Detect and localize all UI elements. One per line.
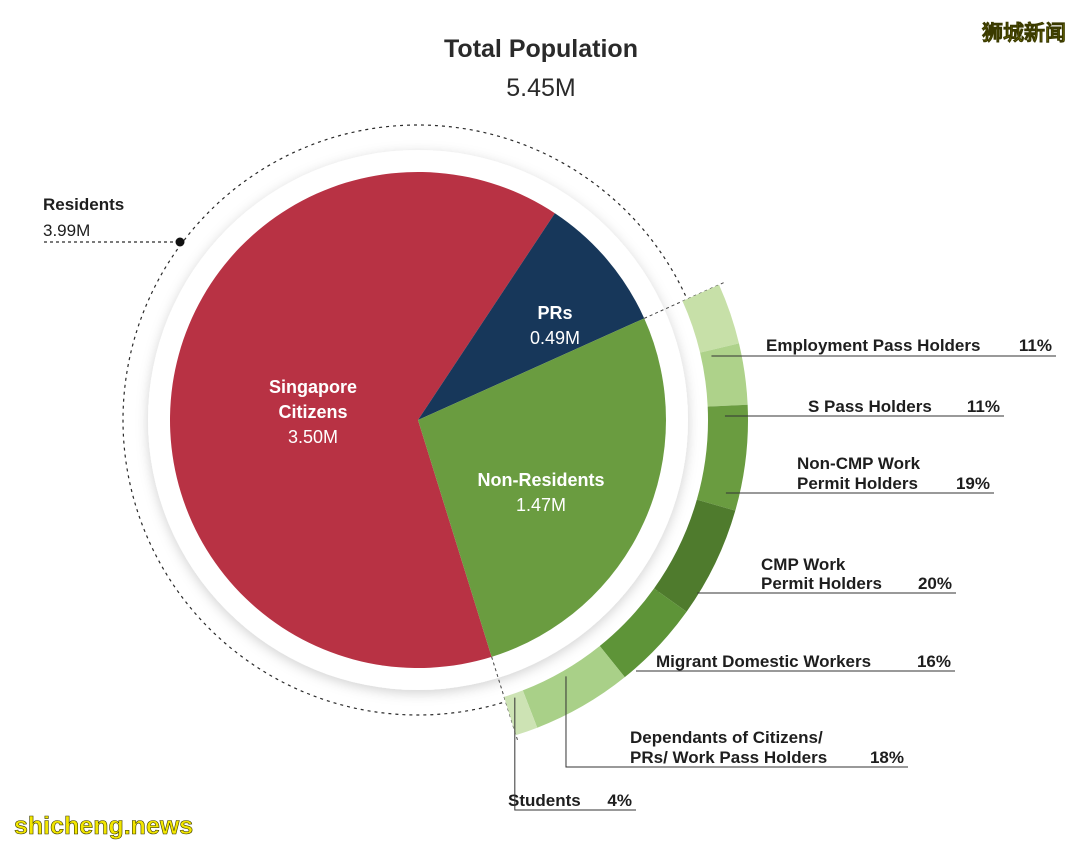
callout-label-cmp-work-permit-holders-line1: CMP Work xyxy=(761,555,846,574)
pie-slice-singapore-citizens xyxy=(169,171,555,668)
callout-pct-employment-pass-holders: 11% xyxy=(1019,336,1052,355)
callout-label-employment-pass-holders: Employment Pass Holders xyxy=(766,336,980,355)
callout-label-dependants-of-citizens-prs-work-pass-holders-line1: Dependants of Citizens/ xyxy=(630,728,823,747)
residents-callout-dot xyxy=(175,237,185,247)
callout-label-non-cmp-work-permit-holders-line1: Non-CMP Work xyxy=(797,454,921,473)
callout-label-s-pass-holders: S Pass Holders xyxy=(808,397,932,416)
slice-label-non-residents: Non-Residents xyxy=(477,470,604,490)
ring-segment-migrant-domestic-workers xyxy=(599,588,687,678)
callout-pct-students: 4% xyxy=(607,791,632,810)
ring-connector-line-2 xyxy=(491,656,519,742)
callout-label-migrant-domestic-workers: Migrant Domestic Workers xyxy=(656,652,871,671)
callout-pct-migrant-domestic-workers: 16% xyxy=(917,652,951,671)
ring-segment-dependants-of-citizens-prs-work-pass-holders xyxy=(522,645,625,728)
callout-label-non-cmp-work-permit-holders-line2: Permit Holders xyxy=(797,474,918,493)
ring-segment-employment-pass-holders xyxy=(682,284,739,353)
non-residents-breakdown-ring xyxy=(491,281,749,742)
slice-value-prs: 0.49M xyxy=(530,328,580,348)
slice-value-singapore-citizens: 3.50M xyxy=(288,427,338,447)
callout-pct-cmp-work-permit-holders: 20% xyxy=(918,574,952,593)
callout-label-dependants-of-citizens-prs-work-pass-holders-line2: PRs/ Work Pass Holders xyxy=(630,748,827,767)
slice-label-singapore-citizens-line1: Singapore xyxy=(269,377,357,397)
ring-segment-students xyxy=(504,690,538,736)
callout-label-students: Students xyxy=(508,791,581,810)
residents-value: 3.99M xyxy=(43,221,90,240)
callout-pct-dependants-of-citizens-prs-work-pass-holders: 18% xyxy=(870,748,904,767)
chart-subtitle-total: 5.45M xyxy=(506,74,575,102)
watermark-bottom: shicheng.news xyxy=(14,812,193,840)
callout-line-dependants-of-citizens-prs-work-pass-holders xyxy=(565,676,908,768)
slice-value-non-residents: 1.47M xyxy=(516,495,566,515)
callout-line-students xyxy=(514,697,636,811)
watermark-top: 狮城新闻 xyxy=(982,21,1066,45)
callout-pct-s-pass-holders: 11% xyxy=(967,397,1000,416)
ring-segment-cmp-work-permit-holders xyxy=(654,499,736,612)
ring-segment-s-pass-holders xyxy=(700,343,748,407)
breakdown-callouts: Employment Pass Holders 11% S Pass Holders… xyxy=(508,336,1056,811)
slice-label-singapore-citizens-line2: Citizens xyxy=(278,402,347,422)
residents-label: Residents xyxy=(43,195,124,214)
pie-slices xyxy=(169,171,666,668)
pie-slice-non-residents xyxy=(418,318,666,657)
ring-segment-non-cmp-work-permit-holders xyxy=(696,404,749,511)
callout-pct-non-cmp-work-permit-holders: 19% xyxy=(956,474,990,493)
pie-slice-prs xyxy=(418,213,645,420)
pie-inner-labels: Singapore Citizens 3.50M PRs 0.49M Non-R… xyxy=(269,303,605,515)
slice-label-prs: PRs xyxy=(537,303,572,323)
callout-label-cmp-work-permit-holders-line2: Permit Holders xyxy=(761,574,882,593)
chart-title: Total Population xyxy=(444,35,638,63)
